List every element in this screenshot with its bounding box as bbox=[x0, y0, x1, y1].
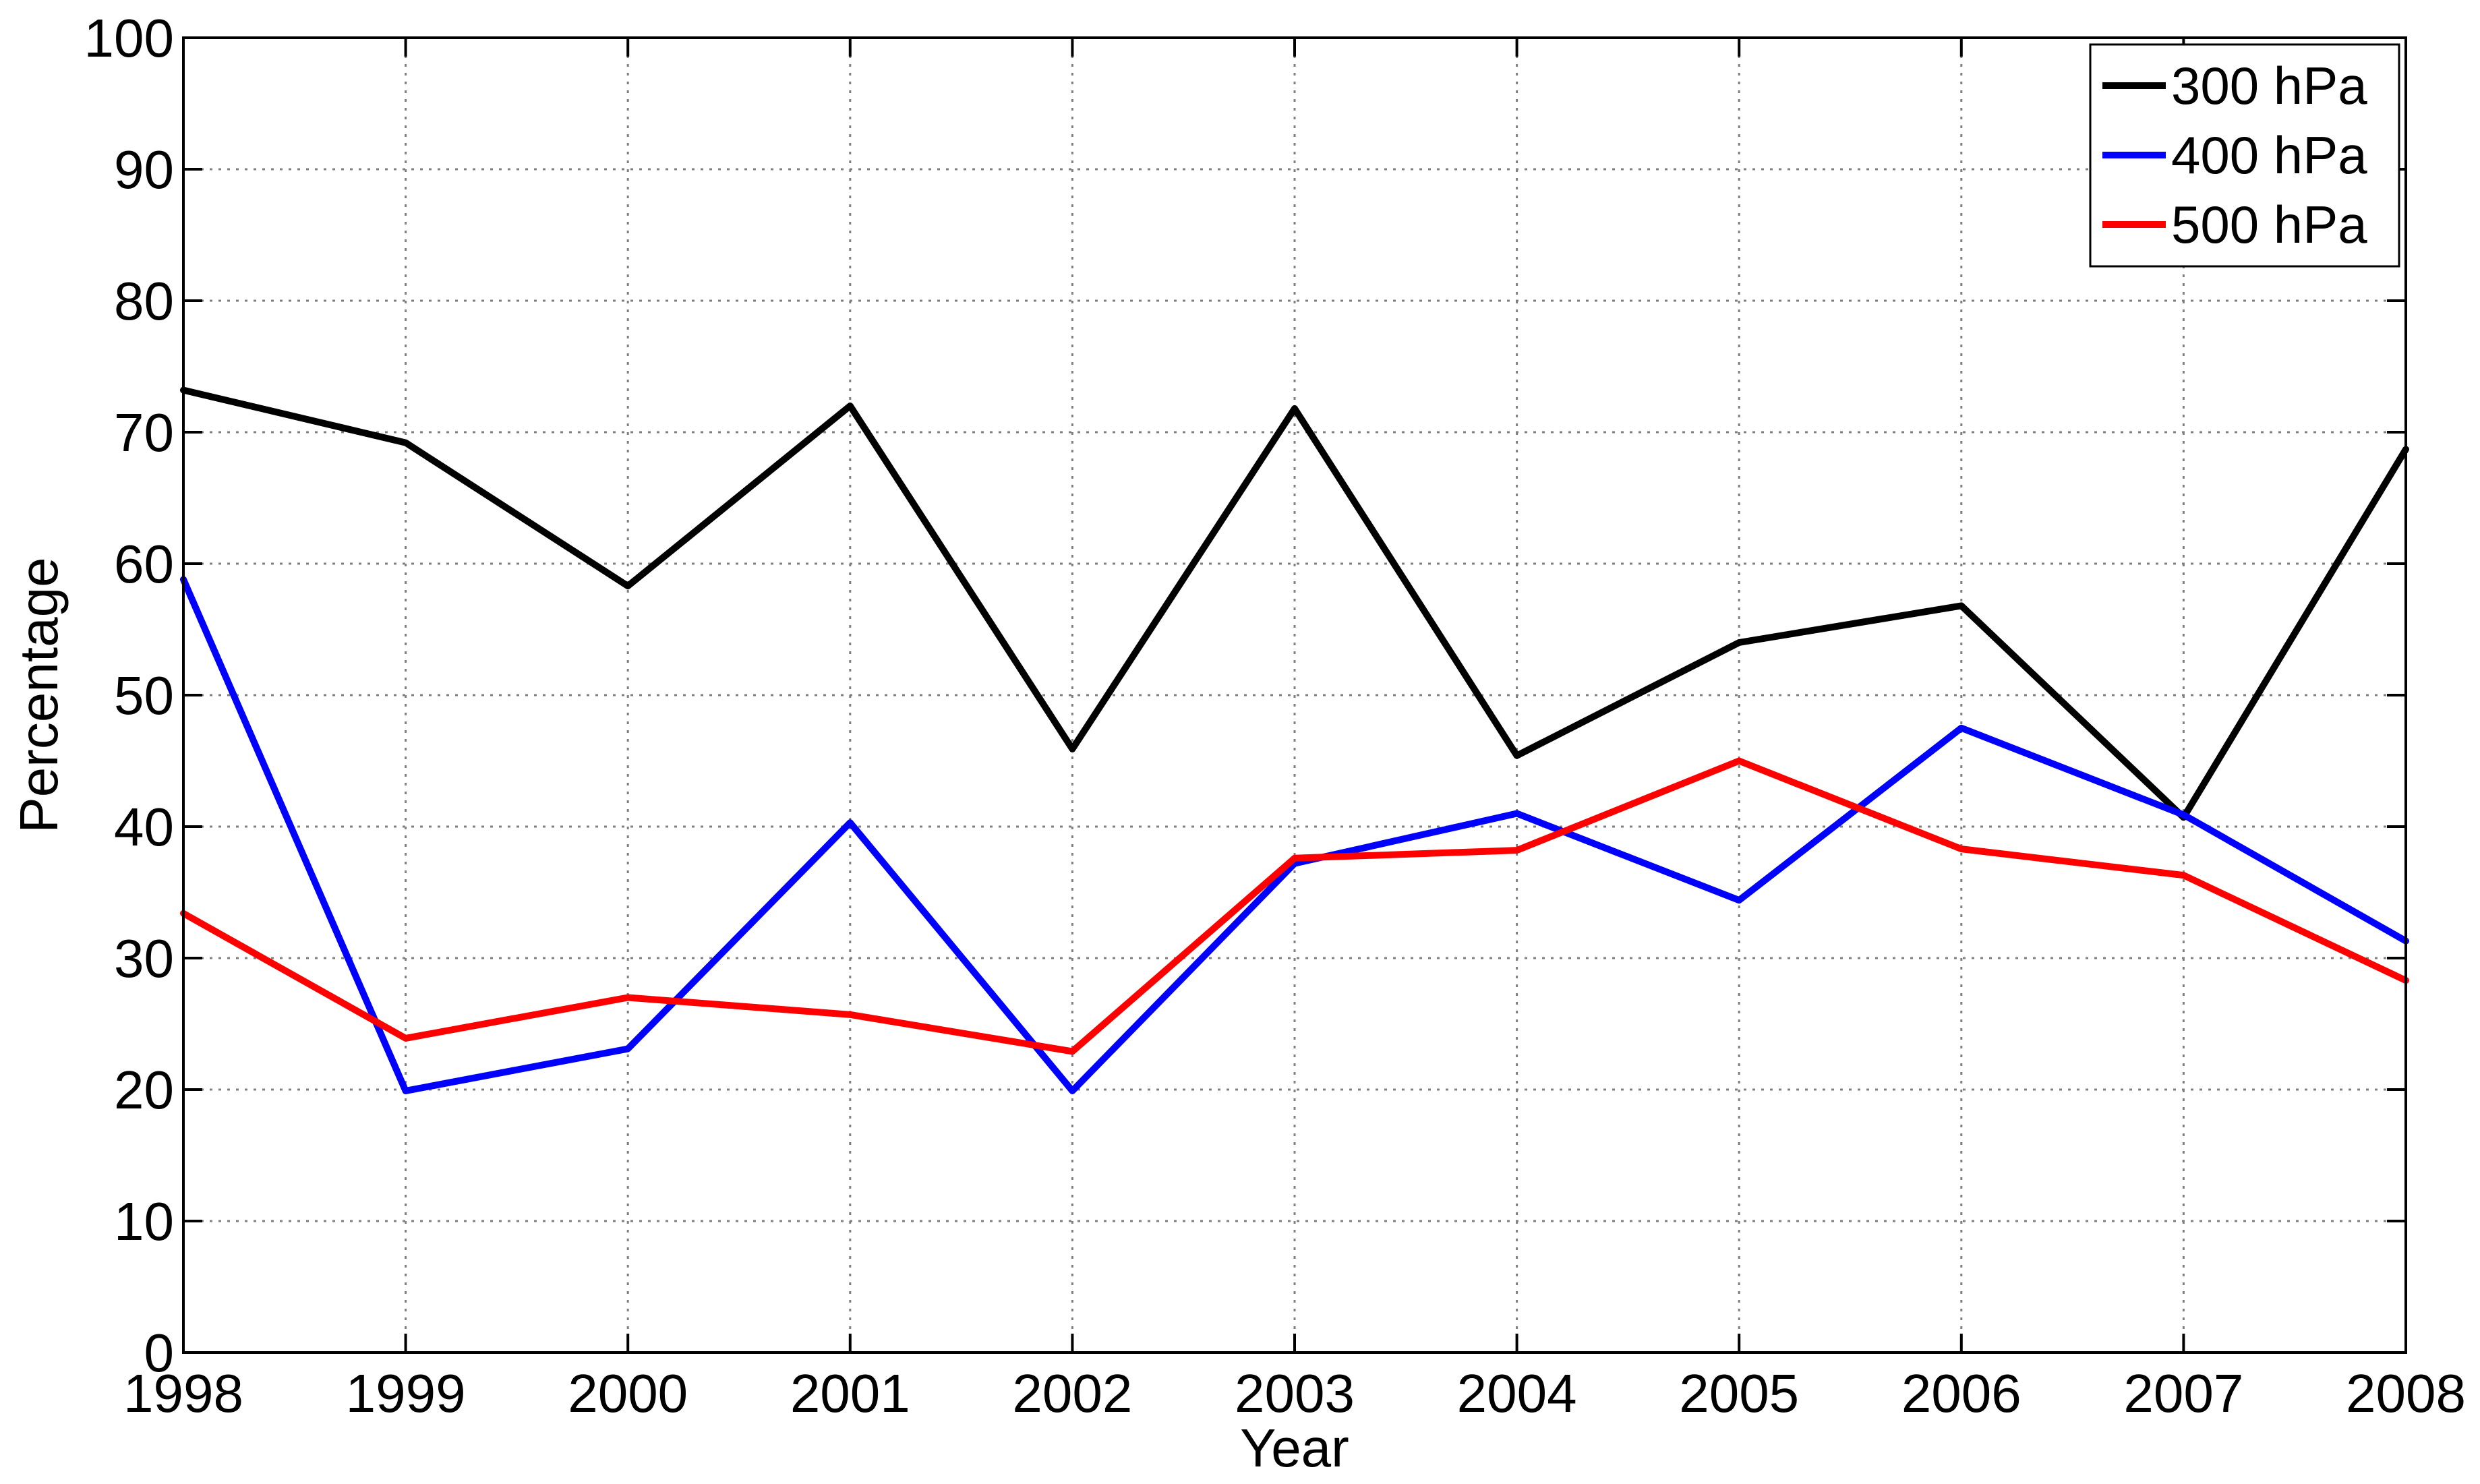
y-ticks: 0 10 20 30 40 50 60 70 80 90 100 bbox=[84, 8, 2406, 1383]
x-tick-label: 2001 bbox=[790, 1363, 910, 1423]
x-tick-label: 2008 bbox=[2346, 1363, 2466, 1423]
x-tick-label: 2004 bbox=[1457, 1363, 1577, 1423]
x-tick-label: 2002 bbox=[1012, 1363, 1132, 1423]
legend-entry: 300 hPa bbox=[2171, 56, 2367, 115]
series-line-400-hpa bbox=[180, 576, 2409, 1094]
y-tick-label: 20 bbox=[114, 1060, 174, 1120]
y-tick-label: 90 bbox=[114, 140, 174, 200]
y-tick-label: 70 bbox=[114, 403, 174, 463]
x-tick-label: 2007 bbox=[2123, 1363, 2243, 1423]
series-line-500-hpa bbox=[180, 757, 2409, 1055]
x-tick-label: 2003 bbox=[1235, 1363, 1355, 1423]
data-series bbox=[180, 386, 2409, 1094]
legend-entry: 500 hPa bbox=[2171, 195, 2367, 254]
y-tick-label: 30 bbox=[114, 928, 174, 988]
y-tick-label: 50 bbox=[114, 665, 174, 725]
x-tick-label: 1999 bbox=[346, 1363, 466, 1423]
x-ticks: 1998 1999 2000 2001 2002 2003 2004 2005 2006 2007… bbox=[123, 38, 2466, 1423]
y-tick-label: 100 bbox=[84, 8, 174, 68]
y-tick-label: 60 bbox=[114, 534, 174, 594]
series-line-300-hpa bbox=[180, 386, 2409, 821]
y-tick-label: 0 bbox=[144, 1323, 175, 1383]
x-tick-label: 2006 bbox=[1901, 1363, 2021, 1423]
x-tick-label: 2005 bbox=[1679, 1363, 1799, 1423]
y-tick-label: 10 bbox=[114, 1191, 174, 1251]
y-tick-label: 80 bbox=[114, 271, 174, 331]
x-axis-label: Year bbox=[1240, 1418, 1349, 1478]
y-axis-label: Percentage bbox=[9, 557, 69, 833]
legend-entry: 400 hPa bbox=[2171, 125, 2367, 185]
legend: 300 hPa 400 hPa 500 hPa bbox=[2089, 43, 2400, 268]
y-tick-label: 40 bbox=[114, 797, 174, 857]
x-tick-label: 2000 bbox=[568, 1363, 688, 1423]
x-tick-label: 1998 bbox=[123, 1363, 243, 1423]
